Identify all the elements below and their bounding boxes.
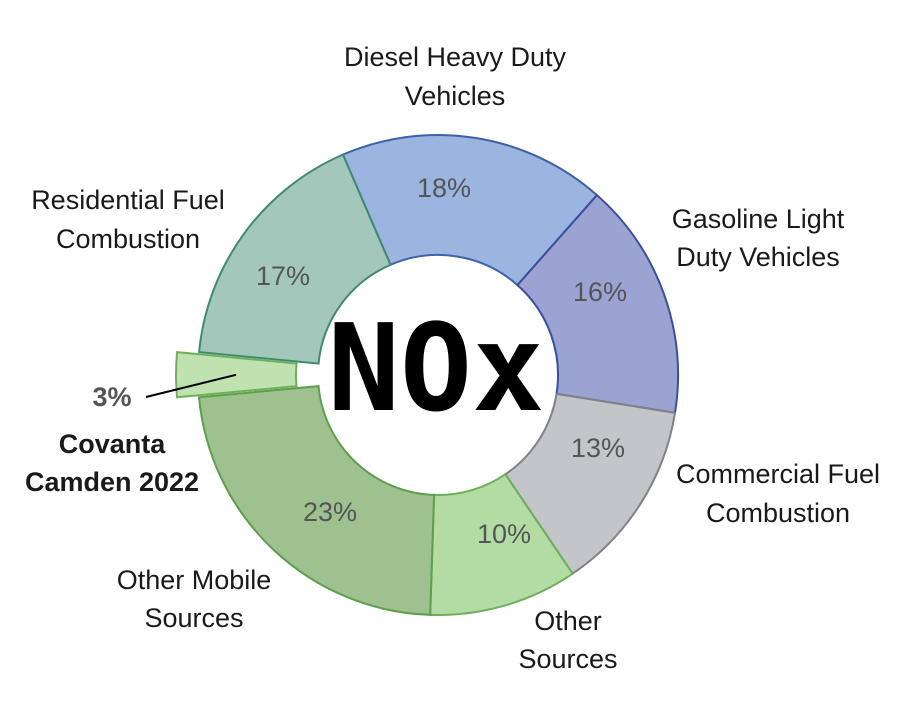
slice-commercial-fuel-combustion — [503, 392, 677, 576]
category-label-covanta-camden-2022-line-1: Covanta — [59, 429, 167, 459]
category-label-gasoline-light-duty-vehicles-line-2: Duty Vehicles — [676, 242, 840, 272]
value-label-commercial-fuel-combustion: 13% — [571, 433, 625, 463]
slice-covanta-camden-2022 — [175, 351, 298, 399]
category-label-residential-fuel-combustion-line-2: Combustion — [56, 224, 200, 254]
center-label: NOx — [328, 300, 545, 439]
donut-slices — [175, 134, 679, 616]
category-label-residential-fuel-combustion-line-1: Residential Fuel — [31, 185, 225, 215]
slice-diesel-heavy-duty-vehicles — [341, 134, 599, 287]
category-label-other-sources-line-1: Other — [534, 606, 602, 636]
value-label-diesel-heavy-duty-vehicles: 18% — [417, 173, 471, 203]
category-label-diesel-heavy-duty-vehicles-line-1: Diesel Heavy Duty — [344, 42, 567, 72]
category-label-commercial-fuel-combustion-line-2: Combustion — [706, 498, 850, 528]
value-label-other-mobile-sources: 23% — [303, 497, 357, 527]
covanta-leader-line — [145, 373, 237, 398]
value-label-gasoline-light-duty-vehicles: 16% — [573, 277, 627, 307]
category-label-covanta-camden-2022-line-2: Camden 2022 — [25, 467, 199, 497]
category-label-other-mobile-sources-line-2: Sources — [144, 603, 243, 633]
value-label-other-sources: 10% — [477, 519, 531, 549]
category-label-commercial-fuel-combustion-line-1: Commercial Fuel — [676, 459, 880, 489]
category-label-other-mobile-sources-line-1: Other Mobile — [117, 565, 272, 595]
value-label-residential-fuel-combustion: 17% — [256, 261, 310, 291]
category-label-gasoline-light-duty-vehicles-line-1: Gasoline Light — [672, 204, 845, 234]
category-label-other-sources-line-2: Sources — [518, 644, 617, 674]
slice-residential-fuel-combustion — [198, 153, 392, 365]
slice-other-mobile-sources — [197, 385, 436, 616]
slice-labels: 18% Diesel Heavy Duty Vehicles 16% Gasoline … — [25, 42, 880, 674]
slice-gasoline-light-duty-vehicles — [516, 193, 679, 414]
value-label-covanta-camden-2022: 3% — [92, 382, 131, 412]
category-label-diesel-heavy-duty-vehicles-line-2: Vehicles — [405, 81, 506, 111]
